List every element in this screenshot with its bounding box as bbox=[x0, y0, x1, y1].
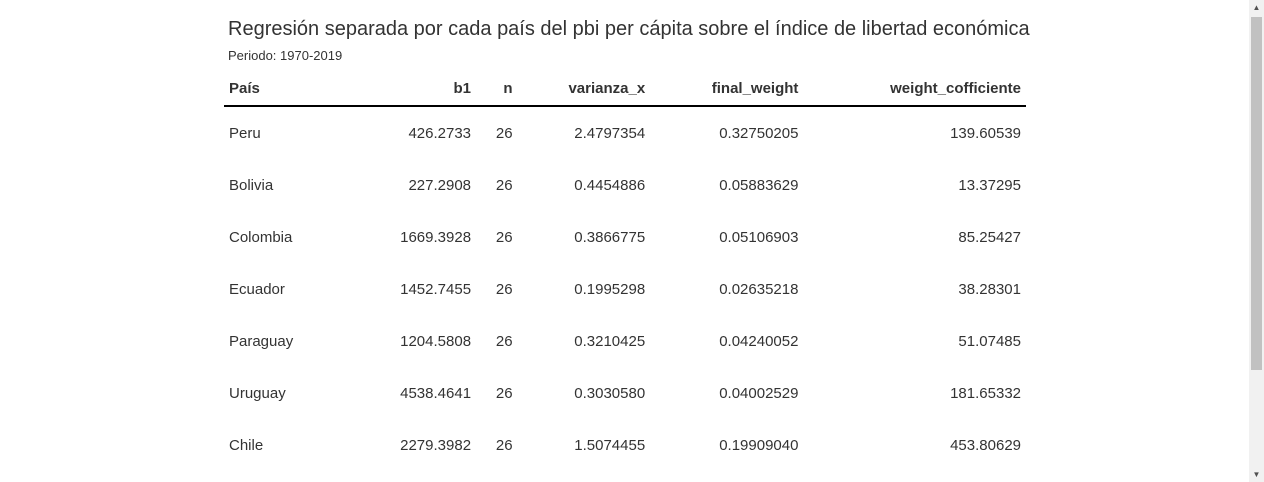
table-title: Regresión separada por cada país del pbi… bbox=[228, 18, 1030, 40]
cell-final-weight: 0.05106903 bbox=[719, 228, 799, 246]
column-header-pais: País bbox=[224, 72, 363, 107]
cell-final-weight: 0.05883629 bbox=[719, 176, 799, 194]
cell-varianza-x: 0.4454886 bbox=[574, 176, 646, 194]
column-header-varianza-x: varianza_x bbox=[517, 72, 651, 107]
cell-b1: 227.2908 bbox=[408, 176, 472, 194]
cell-varianza-x: 1.5074455 bbox=[574, 436, 646, 454]
table-header-row: País b1 n varianza_x final_weight weight… bbox=[224, 72, 1026, 107]
regression-table: País b1 n varianza_x final_weight weight… bbox=[224, 72, 1026, 471]
column-header-weight-cofficiente: weight_cofficiente bbox=[803, 72, 1026, 107]
cell-varianza-x: 2.4797354 bbox=[574, 124, 646, 142]
cell-b1: 1669.3928 bbox=[400, 228, 472, 246]
table-subtitle: Periodo: 1970-2019 bbox=[228, 48, 343, 63]
cell-n: 26 bbox=[495, 280, 513, 298]
cell-pais: Chile bbox=[229, 436, 264, 454]
cell-weight-cofficiente: 38.28301 bbox=[958, 280, 1021, 298]
cell-b1: 1452.7455 bbox=[400, 280, 472, 298]
table-row: Chile 2279.3982 26 1.5074455 0.19909040 … bbox=[224, 419, 1026, 471]
cell-weight-cofficiente: 85.25427 bbox=[958, 228, 1021, 246]
cell-pais: Peru bbox=[229, 124, 261, 142]
cell-pais: Paraguay bbox=[229, 332, 294, 350]
cell-final-weight: 0.04002529 bbox=[719, 384, 799, 402]
cell-b1: 2279.3982 bbox=[400, 436, 472, 454]
cell-varianza-x: 0.3866775 bbox=[574, 228, 646, 246]
cell-weight-cofficiente: 453.80629 bbox=[950, 436, 1021, 454]
scroll-up-icon[interactable]: ▲ bbox=[1252, 3, 1261, 12]
table-row: Paraguay 1204.5808 26 0.3210425 0.042400… bbox=[224, 315, 1026, 367]
cell-n: 26 bbox=[495, 176, 513, 194]
cell-pais: Bolivia bbox=[229, 176, 274, 194]
cell-weight-cofficiente: 13.37295 bbox=[958, 176, 1021, 194]
cell-final-weight: 0.04240052 bbox=[719, 332, 799, 350]
column-header-b1: b1 bbox=[362, 72, 477, 107]
cell-weight-cofficiente: 181.65332 bbox=[950, 384, 1021, 402]
cell-final-weight: 0.19909040 bbox=[719, 436, 799, 454]
cell-n: 26 bbox=[495, 124, 513, 142]
cell-pais: Colombia bbox=[229, 228, 293, 246]
cell-n: 26 bbox=[495, 436, 513, 454]
cell-b1: 1204.5808 bbox=[400, 332, 472, 350]
cell-final-weight: 0.32750205 bbox=[719, 124, 799, 142]
table-row: Ecuador 1452.7455 26 0.1995298 0.0263521… bbox=[224, 263, 1026, 315]
table-row: Uruguay 4538.4641 26 0.3030580 0.0400252… bbox=[224, 367, 1026, 419]
table-row: Bolivia 227.2908 26 0.4454886 0.05883629… bbox=[224, 159, 1026, 211]
cell-varianza-x: 0.1995298 bbox=[574, 280, 646, 298]
cell-pais: Ecuador bbox=[229, 280, 285, 298]
vertical-scrollbar[interactable]: ▲ ▼ bbox=[1249, 0, 1264, 482]
cell-final-weight: 0.02635218 bbox=[719, 280, 799, 298]
cell-varianza-x: 0.3030580 bbox=[574, 384, 646, 402]
cell-n: 26 bbox=[495, 332, 513, 350]
cell-weight-cofficiente: 139.60539 bbox=[950, 124, 1021, 142]
cell-b1: 4538.4641 bbox=[400, 384, 472, 402]
cell-weight-cofficiente: 51.07485 bbox=[958, 332, 1021, 350]
cell-n: 26 bbox=[495, 384, 513, 402]
scroll-down-icon[interactable]: ▼ bbox=[1252, 470, 1261, 479]
column-header-final-weight: final_weight bbox=[650, 72, 804, 107]
table-row: Colombia 1669.3928 26 0.3866775 0.051069… bbox=[224, 211, 1026, 263]
cell-pais: Uruguay bbox=[229, 384, 286, 402]
cell-b1: 426.2733 bbox=[408, 124, 472, 142]
cell-varianza-x: 0.3210425 bbox=[574, 332, 646, 350]
column-header-n: n bbox=[476, 72, 518, 107]
scrollbar-thumb[interactable] bbox=[1251, 17, 1262, 370]
table-row: Peru 426.2733 26 2.4797354 0.32750205 13… bbox=[224, 106, 1026, 159]
cell-n: 26 bbox=[495, 228, 513, 246]
